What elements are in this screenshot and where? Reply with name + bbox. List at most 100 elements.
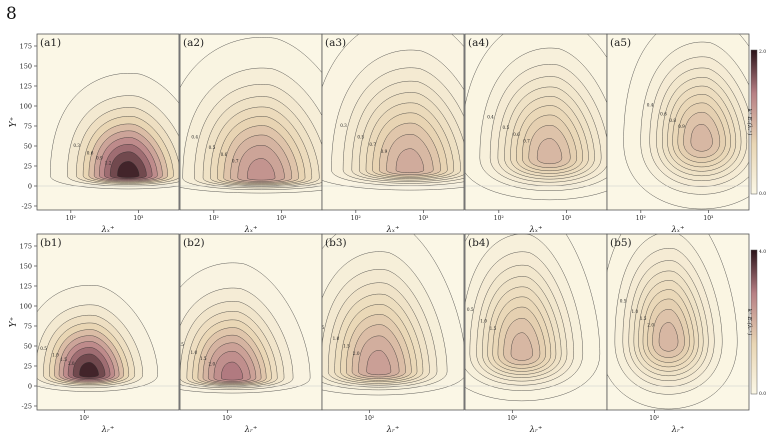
contour-label: 0.5 <box>318 325 325 330</box>
contour-label: 0.4 <box>191 135 198 140</box>
contour-label: 1.0 <box>333 336 340 341</box>
contour-label: 0.6 <box>221 152 228 157</box>
panel-label: (a5) <box>610 37 631 49</box>
panel-a3: 0.3 0.5 0.7 0.9 <box>322 34 464 210</box>
y-tick-label: 25 <box>24 163 32 171</box>
panel-b2: 0.5 1.01.52.0 <box>177 234 322 410</box>
y-tick-label: 150 <box>20 263 32 271</box>
contour-label: 1.0 <box>190 350 197 355</box>
contour-level <box>690 124 713 152</box>
colorbar-min-label: 0.0 <box>759 191 766 197</box>
colorbar-max-label: 4.0 <box>759 249 766 255</box>
panel-label: (a3) <box>325 37 346 49</box>
panel-label: (a1) <box>40 37 61 49</box>
contour-level <box>536 138 563 165</box>
x-axis-label: λₓ⁺ <box>244 225 258 235</box>
contour-label: 1.5 <box>200 356 207 361</box>
x-tick-label: 10² <box>79 415 90 422</box>
contour-label: 2.0 <box>68 361 75 366</box>
y-tick-label: 75 <box>24 323 32 331</box>
y-tick-label: 175 <box>20 243 32 251</box>
contour-label: 0.5 <box>177 342 184 347</box>
y-tick-label: -25 <box>22 203 32 211</box>
x-tick-label: 10³ <box>703 215 714 222</box>
y-tick-label: 75 <box>24 123 32 131</box>
panel-a1: 0.3 0.60.91.2 <box>37 34 179 210</box>
x-tick-label: 10² <box>209 215 220 222</box>
colorbar-max-label: 2.0 <box>759 49 766 55</box>
contour-label: 1.5 <box>60 357 67 362</box>
x-tick-label: 10² <box>66 215 77 222</box>
contour-label: 0.6 <box>660 112 667 117</box>
contour-label: 0.9 <box>678 124 685 129</box>
x-axis-label: λᵣ⁺ <box>671 425 685 435</box>
panel-label: (b3) <box>325 237 347 249</box>
contour-label: 0.5 <box>40 346 47 351</box>
x-tick-label: 10² <box>494 215 505 222</box>
x-tick-label: 10² <box>636 215 647 222</box>
contour-label: 0.6 <box>513 132 520 137</box>
contour-label: 1.0 <box>632 309 639 314</box>
contour-label: 0.7 <box>369 142 376 147</box>
panel-b4: 0.5 1.01.5 <box>465 234 607 410</box>
contour-label: 0.5 <box>467 307 474 312</box>
colorbar-label: k⁺ Eᵤ(λᵣ⁺) <box>746 309 753 336</box>
y-tick-label: 0 <box>28 183 32 191</box>
contour-level <box>658 322 679 352</box>
panel-label: (b2) <box>183 237 205 249</box>
panel-frame <box>36 233 180 411</box>
panel-frame <box>36 33 180 211</box>
panel-label: (a2) <box>183 37 204 49</box>
y-tick-label: 25 <box>24 363 32 371</box>
x-tick-label: 10² <box>222 415 233 422</box>
panel-b3: 0.5 1.01.52.0 <box>318 234 464 410</box>
x-axis-label: λᵣ⁺ <box>529 425 543 435</box>
x-tick-label: 10² <box>649 415 660 422</box>
contour-label: 2.0 <box>647 323 654 328</box>
y-tick-label: 150 <box>20 63 32 71</box>
x-axis-label: λᵣ⁺ <box>386 425 400 435</box>
contour-label: 0.3 <box>73 143 80 148</box>
contour-label: 0.5 <box>502 125 509 130</box>
contour-level <box>79 362 99 378</box>
contour-label: 0.8 <box>669 118 676 123</box>
x-axis-label: λₓ⁺ <box>386 225 400 235</box>
x-axis-label: λₓ⁺ <box>671 225 685 235</box>
y-tick-label: -25 <box>22 403 32 411</box>
contour-label: 1.5 <box>490 326 497 331</box>
x-tick-label: 10² <box>351 215 362 222</box>
panel-a5: 0.4 0.60.80.9 <box>607 34 749 210</box>
contour-label: 1.5 <box>343 344 350 349</box>
x-tick-label: 10³ <box>276 215 287 222</box>
colorbar-min-label: 0.0 <box>759 391 766 397</box>
x-tick-label: 10² <box>507 415 518 422</box>
panel-label: (b5) <box>610 237 632 249</box>
y-tick-label: 0 <box>28 383 32 391</box>
y-axis-label: Y⁺ <box>9 316 19 327</box>
x-tick-label: 10³ <box>418 215 429 222</box>
colorbar <box>750 49 758 195</box>
contour-level <box>510 332 533 361</box>
y-tick-label: 175 <box>20 43 32 51</box>
contour-label: 0.4 <box>647 102 654 107</box>
y-tick-label: 50 <box>24 143 32 151</box>
contour-level <box>247 158 276 181</box>
x-axis-label: λᵣ⁺ <box>101 425 115 435</box>
contour-level <box>366 350 392 376</box>
panel-label: (b1) <box>40 237 62 249</box>
y-tick-label: 100 <box>20 103 32 111</box>
contour-label: 0.9 <box>381 149 388 154</box>
y-tick-label: 125 <box>20 83 32 91</box>
panel-label: (a4) <box>468 37 489 49</box>
contour-label: 0.4 <box>487 115 494 120</box>
contour-label: 0.7 <box>523 139 530 144</box>
contour-label: 1.2 <box>105 160 112 165</box>
x-axis-label: λₓ⁺ <box>529 225 543 235</box>
y-tick-label: 100 <box>20 303 32 311</box>
contour-label: 1.0 <box>52 352 59 357</box>
panel-b5: 0.5 1.01.52.0 <box>607 234 749 410</box>
contour-label: 2.0 <box>353 351 360 356</box>
x-axis-label: λᵣ⁺ <box>244 425 258 435</box>
contour-label: 0.5 <box>209 145 216 150</box>
